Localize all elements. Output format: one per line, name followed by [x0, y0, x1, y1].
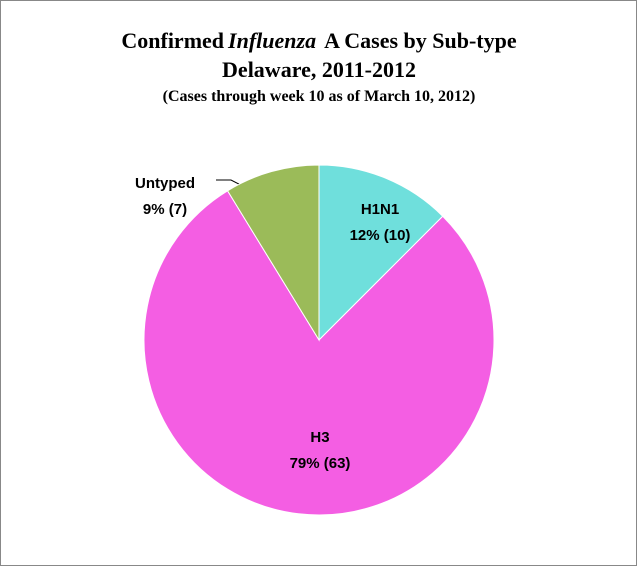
slice-value-label: 12% (10): [350, 227, 411, 244]
slice-label: Untyped: [135, 175, 195, 192]
title-part: Confirmed: [121, 28, 224, 53]
pie-slice: [226, 164, 320, 342]
title-part: A Cases by Sub-type: [324, 28, 517, 53]
chart-subtitle: (Cases through week 10 as of March 10, 2…: [163, 88, 476, 105]
slice-label: H1N1: [361, 201, 399, 218]
chart-subtitle: Delaware, 2011-2012: [222, 57, 416, 82]
slice-label: H3: [310, 429, 329, 446]
slice-value-label: 79% (63): [290, 455, 351, 472]
chart-title: Confirmed Influenza A Cases by Sub-type: [121, 28, 516, 53]
slice-value-label: 9% (7): [143, 201, 187, 218]
title-part: Influenza: [227, 28, 316, 53]
pie-slice: [318, 164, 444, 342]
pie-slice: [143, 190, 495, 516]
